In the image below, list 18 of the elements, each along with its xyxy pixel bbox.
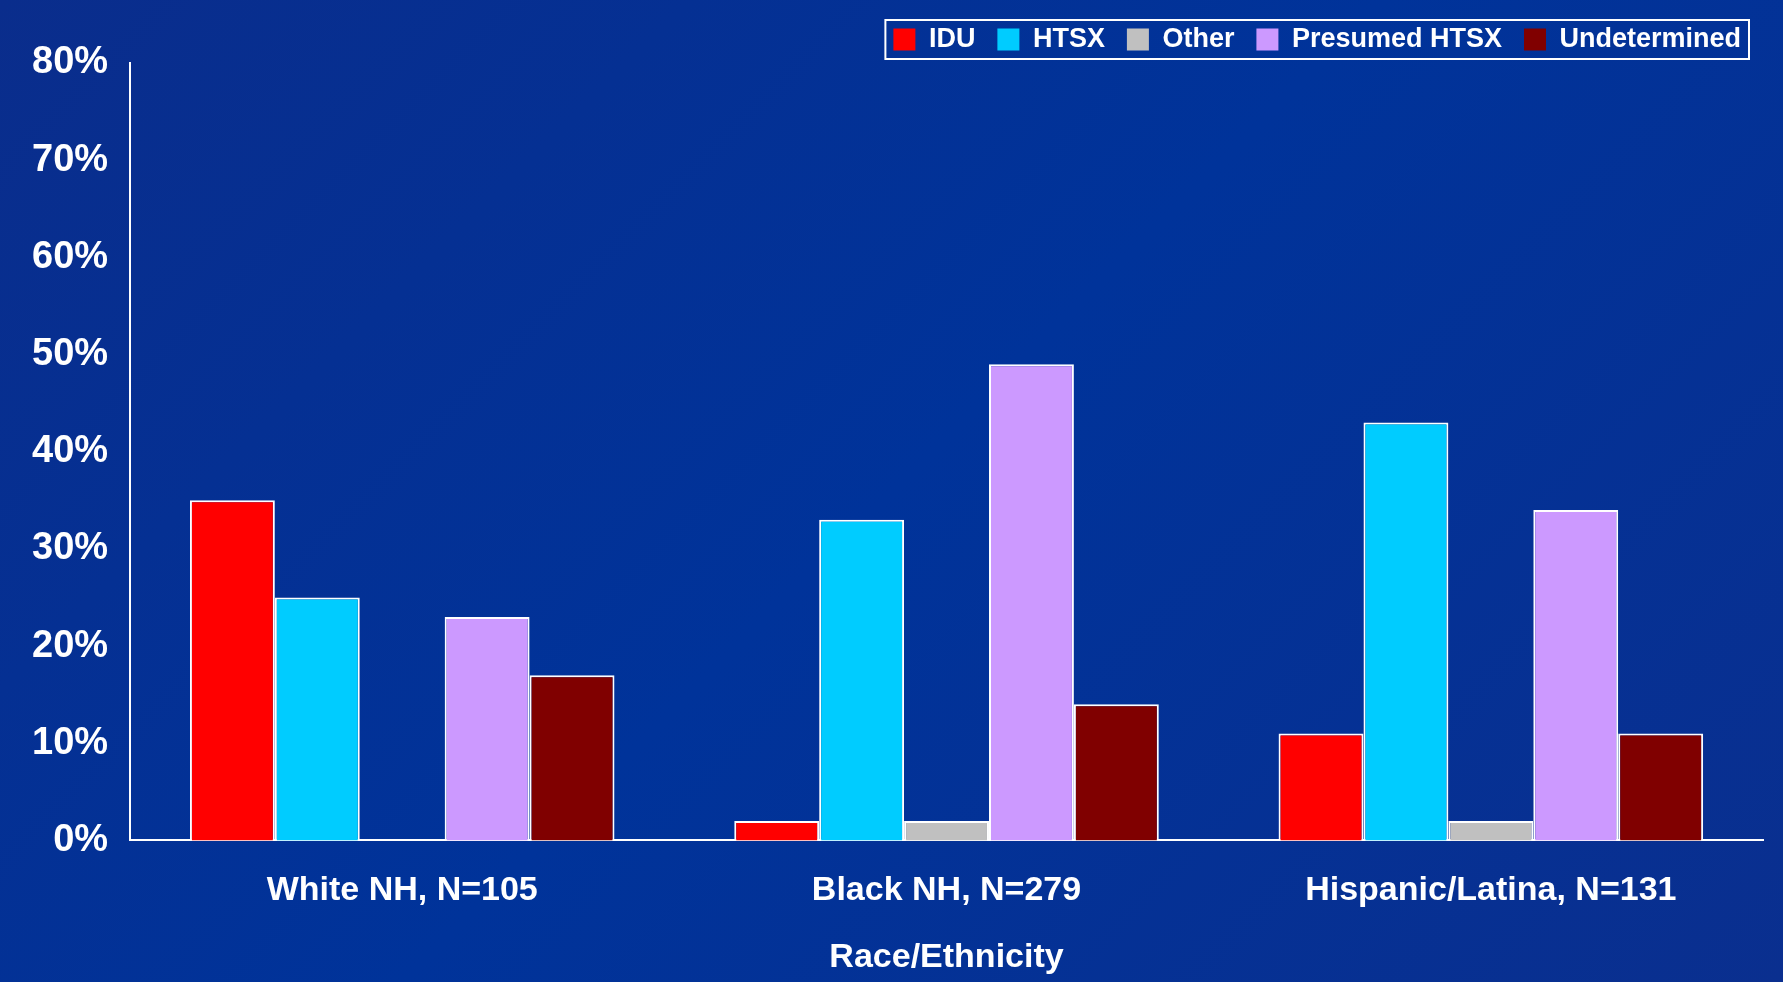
legend-label: IDU [928,22,976,53]
y-tick-label: 60% [31,233,109,276]
x-axis-title: Race/Ethnicity [829,935,1064,974]
legend-label: Undetermined [1559,22,1742,53]
y-tick-label: 50% [31,331,109,374]
x-tick-label: White NH, N=105 [266,869,538,908]
y-tick-label: 20% [31,622,109,665]
y-tick-label: 0% [53,816,109,859]
legend-label: Presumed HTSX [1291,22,1502,53]
y-tick-label: 10% [31,719,109,762]
y-tick-label: 80% [31,39,109,82]
y-tick-label: 40% [31,428,109,471]
x-tick-label: Black NH, N=279 [811,869,1082,908]
y-tick-label: 30% [31,525,109,568]
legend-label: HTSX [1032,22,1105,53]
y-tick-label: 70% [31,136,109,179]
x-tick-label: Hispanic/Latina, N=131 [1305,869,1677,908]
legend-label: Other [1162,22,1235,53]
